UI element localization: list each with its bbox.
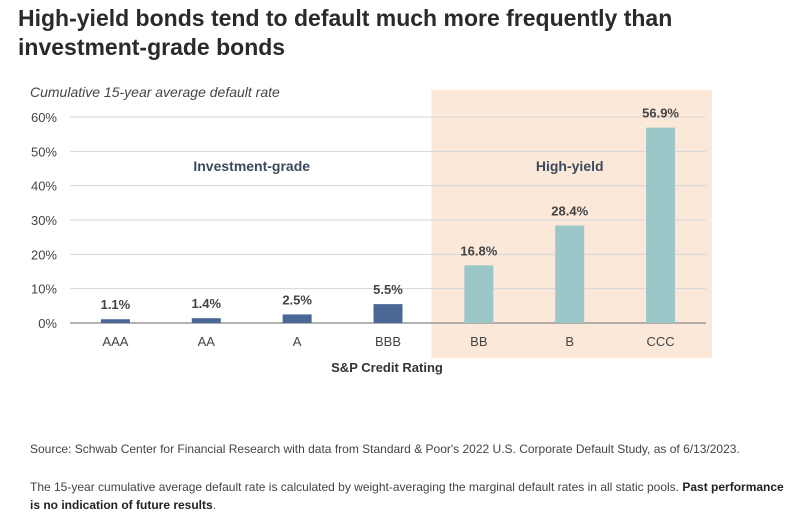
bar-ccc <box>646 127 676 323</box>
x-tick-label-aaa: AAA <box>102 334 128 349</box>
y-tick-label: 40% <box>31 179 57 194</box>
bar-bb <box>464 265 494 323</box>
data-label-a: 2.5% <box>282 292 312 307</box>
x-tick-label-aa: AA <box>198 334 216 349</box>
y-tick-label: 30% <box>31 213 57 228</box>
x-tick-label-bbb: BBB <box>375 334 401 349</box>
methodology-note: The 15-year cumulative average default r… <box>30 478 790 514</box>
bar-chart: Investment-grade High-yield 0% 10% 20% 30% 40%… <box>31 90 712 375</box>
group-label-investment-grade: Investment-grade <box>193 158 310 174</box>
bar-b <box>555 225 585 323</box>
bar-layer <box>100 127 676 323</box>
data-label-aa: 1.4% <box>191 296 221 311</box>
bar-a <box>282 314 312 323</box>
chart-title: High-yield bonds tend to default much mo… <box>18 5 673 60</box>
y-tick-label: 0% <box>38 316 57 331</box>
x-tick-label-ccc: CCC <box>646 334 674 349</box>
x-axis-title: S&P Credit Rating <box>331 360 443 375</box>
data-label-bbb: 5.5% <box>373 282 403 297</box>
bar-aa <box>191 318 221 323</box>
y-tick-label: 50% <box>31 144 57 159</box>
y-tick-label: 60% <box>31 110 57 125</box>
data-label-b: 28.4% <box>551 203 588 218</box>
label-layer: Investment-grade High-yield 0% 10% 20% 30% 40%… <box>31 106 679 375</box>
group-label-high-yield: High-yield <box>536 158 604 174</box>
y-tick-label: 20% <box>31 247 57 262</box>
data-label-aaa: 1.1% <box>101 297 131 312</box>
data-label-bb: 16.8% <box>460 243 497 258</box>
source-note: Source: Schwab Center for Financial Rese… <box>30 442 740 456</box>
chart-subtitle: Cumulative 15-year average default rate <box>30 84 280 100</box>
note-end: . <box>212 498 217 512</box>
note-disclaimer: Past performance is no indication of fut… <box>30 480 784 512</box>
bar-bbb <box>373 304 403 323</box>
note-text: The 15-year cumulative average default r… <box>30 480 683 494</box>
y-tick-label: 10% <box>31 282 57 297</box>
data-label-ccc: 56.9% <box>642 106 679 121</box>
x-tick-label-a: A <box>293 334 302 349</box>
bar-aaa <box>100 319 130 323</box>
x-tick-label-bb: BB <box>470 334 487 349</box>
x-tick-label-b: B <box>565 334 574 349</box>
